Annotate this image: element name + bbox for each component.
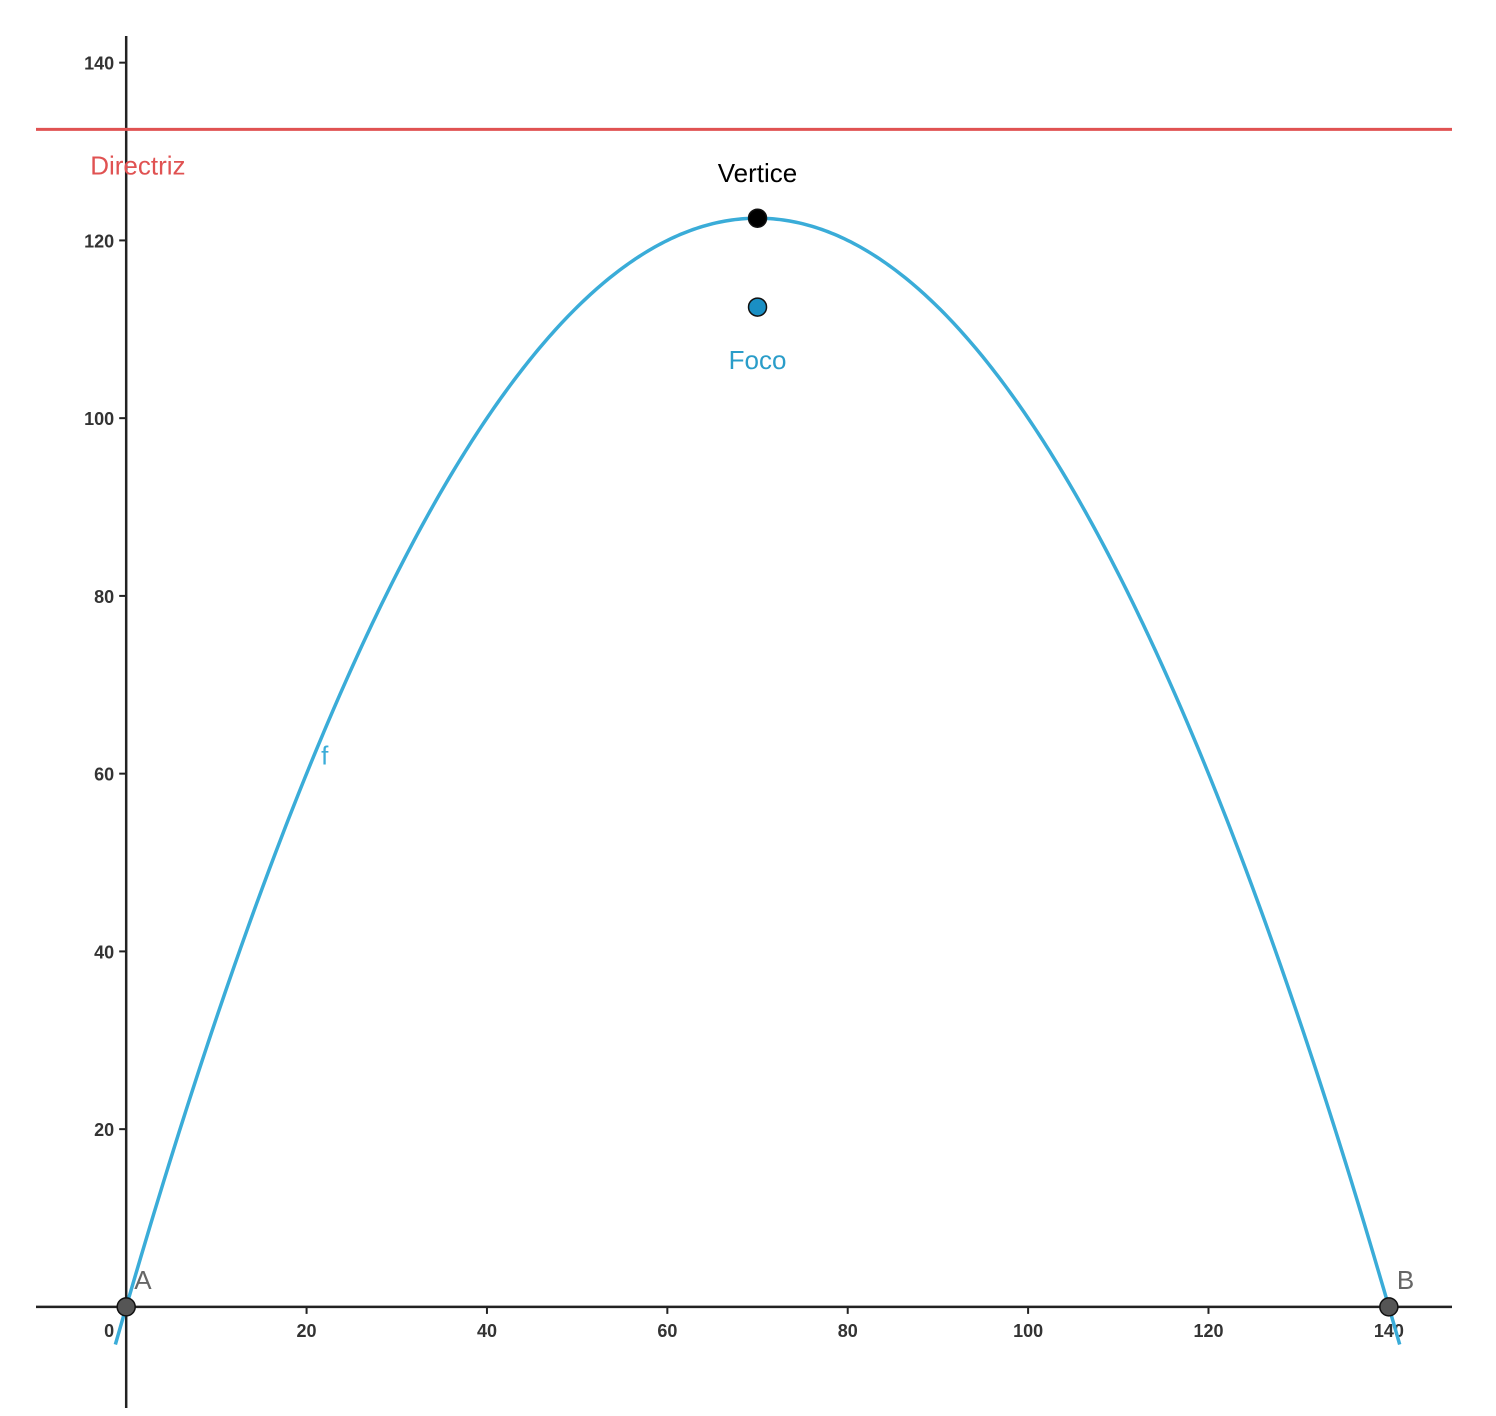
- x-tick-label: 0: [104, 1321, 114, 1341]
- point-label-vertice: Vertice: [718, 158, 798, 188]
- point-b[interactable]: [1379, 1297, 1399, 1317]
- parabola-curve: [113, 216, 1402, 1346]
- y-tick-label: 80: [94, 587, 114, 607]
- curve-label: f: [321, 740, 329, 770]
- point-label-foco: Foco: [729, 345, 787, 375]
- x-tick-label: 40: [477, 1321, 497, 1341]
- point-label-b: B: [1397, 1265, 1414, 1295]
- directrix-label: Directriz: [90, 150, 185, 180]
- y-tick-label: 140: [84, 54, 114, 74]
- x-tick-label: 100: [1013, 1321, 1043, 1341]
- x-tick-label: 60: [657, 1321, 677, 1341]
- axes: [36, 36, 1452, 1408]
- point-a[interactable]: [116, 1297, 136, 1317]
- y-tick-label: 40: [94, 942, 114, 962]
- y-tick-label: 60: [94, 765, 114, 785]
- y-tick-label: 120: [84, 231, 114, 251]
- x-tick-label: 120: [1193, 1321, 1223, 1341]
- point-label-a: A: [134, 1265, 152, 1295]
- points: Vertice Foco A B: [116, 158, 1414, 1317]
- x-tick-label: 80: [838, 1321, 858, 1341]
- point-foco[interactable]: [747, 297, 768, 317]
- x-tick-label: 20: [297, 1321, 317, 1341]
- curves: Directriz f: [36, 127, 1452, 1346]
- y-tick-label: 100: [84, 409, 114, 429]
- point-vertice[interactable]: [747, 208, 768, 228]
- y-tick-label: 20: [94, 1120, 114, 1140]
